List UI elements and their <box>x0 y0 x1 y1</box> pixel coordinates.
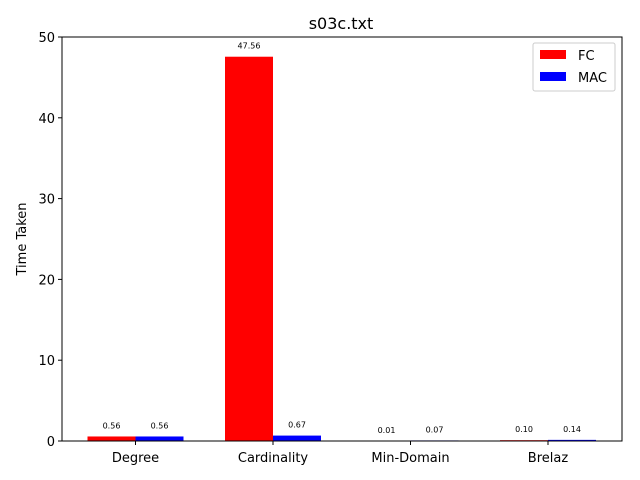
legend-label-fc: FC <box>578 49 595 64</box>
x-tick-label: Cardinality <box>238 451 309 466</box>
plot-frame <box>61 36 623 442</box>
y-tick-label: 20 <box>38 273 55 288</box>
data-label-mac-min-domain: 0.07 <box>426 425 444 434</box>
y-tick-label: 50 <box>38 31 55 46</box>
data-label-fc-cardinality: 47.56 <box>238 42 261 51</box>
bar-fc-degree <box>87 436 136 441</box>
data-label-fc-degree: 0.56 <box>103 421 121 430</box>
data-label-fc-min-domain: 0.01 <box>378 426 396 435</box>
bar-fc-cardinality <box>225 56 273 441</box>
x-axis: Degree Cardinality Min-Domain Brelaz <box>112 441 569 466</box>
x-tick-label: Min-Domain <box>371 451 449 466</box>
x-tick-label: Degree <box>112 451 159 466</box>
y-axis-label: Time Taken <box>15 202 30 276</box>
y-axis: 0 10 20 30 40 50 <box>38 31 62 450</box>
bar-mac-brelaz <box>548 439 596 441</box>
y-tick-label: 10 <box>38 354 55 369</box>
legend-swatch-fc <box>540 50 566 59</box>
bars-group <box>87 56 596 441</box>
data-label-mac-cardinality: 0.67 <box>288 421 306 430</box>
y-tick-label: 40 <box>38 112 55 127</box>
y-tick-label: 30 <box>38 193 55 208</box>
y-tick-label: 0 <box>47 435 55 450</box>
x-tick-label: Brelaz <box>528 451 569 466</box>
data-labels-group: 0.56 0.56 47.56 0.67 0.01 0.07 0.10 0.14 <box>103 42 581 435</box>
legend: FC MAC <box>532 42 616 92</box>
chart-title: s03c.txt <box>309 14 374 33</box>
data-label-fc-brelaz: 0.10 <box>515 425 533 434</box>
legend-label-mac: MAC <box>578 71 607 86</box>
legend-swatch-mac <box>540 72 566 81</box>
data-label-mac-degree: 0.56 <box>151 421 169 430</box>
bar-mac-cardinality <box>273 435 321 441</box>
bar-mac-degree <box>135 436 184 441</box>
data-label-mac-brelaz: 0.14 <box>563 425 581 434</box>
